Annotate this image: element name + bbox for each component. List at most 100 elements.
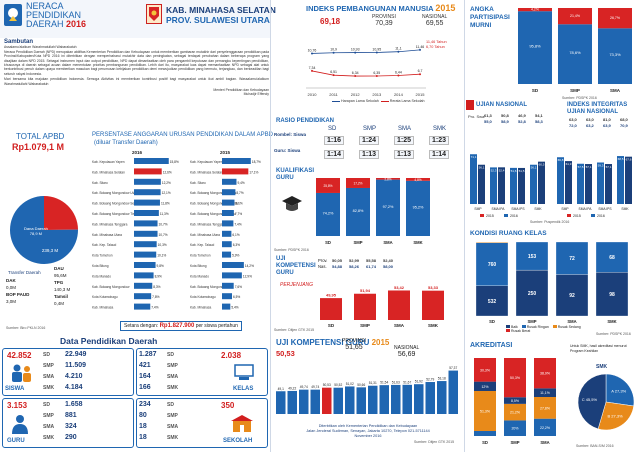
ipm-x-tick: 2011 (329, 92, 338, 97)
rasio-rombel-label: Rombel: Siswa (274, 132, 307, 137)
un-value-label: 56,1 (479, 166, 485, 170)
data-row-value: 80 (139, 412, 147, 419)
ukg-reference-value: 55,58 (366, 258, 377, 263)
un-value-label: 51,6 (511, 169, 517, 173)
ukg-kab-value: 49,74 (311, 385, 319, 389)
dau-value: 95,6M (54, 273, 67, 278)
legend-rls: Rerata Lama Sekolah (389, 99, 425, 103)
ukg-kab-bar (379, 385, 389, 414)
anggaran-value-2016: 8,3% (153, 285, 160, 289)
rasio-guru-value: 1:13 (394, 150, 415, 159)
anggaran-category: Kota Manado (92, 274, 111, 278)
siswa-label: SISWA (5, 386, 25, 392)
apm-remainder-label: 21,4% (570, 14, 580, 18)
kondisi-bar-segment (595, 272, 629, 317)
un-bar (518, 167, 525, 204)
integritas-value-label: 57,5 (578, 165, 584, 169)
kondisi-category: SMK (607, 319, 616, 324)
ukg-section: UJI KOMPETENSI GURU 2015 50,53 PROVINSI 5… (272, 336, 464, 452)
akreditasi-bar-segment (474, 431, 496, 436)
anggaran-category-2015: Kab. Minahasa Tenggara (190, 222, 226, 226)
apm-remainder-label: 26,7% (610, 16, 620, 20)
anggaran-category: Kota Bitung (92, 264, 109, 268)
sekolah-card: 234 SD 80 SMP 18 SMA 18 SMK 350 SEKOLAH (136, 398, 268, 448)
rasio-level: SMA (398, 126, 412, 132)
kelas-card: 1.287 SD 421 SMP 164 SMA 166 SMK 2.038 KELAS (136, 348, 268, 396)
tamsil-label: Tamsil (54, 294, 68, 299)
anggaran-value-2015: 8,7% (236, 191, 243, 195)
ukg-jenjang-bar (388, 290, 410, 320)
apm-section: ANGKA PARTISIPASI MURNI 95,8% 4,2% SD 78,6%… (466, 0, 640, 102)
ipm-local-value: 69,18 (320, 17, 341, 26)
anggaran-value-2016: 7,8% (152, 295, 159, 299)
ukg-chart: 49,1 49,22 49,74 49,74 50,53 50,52 51,02 50,66 5… (276, 366, 458, 414)
apbd-dana-label: Dana Daerah (24, 226, 48, 231)
un-bar (498, 167, 505, 204)
ipm-point (354, 51, 357, 54)
ipm-point (397, 74, 400, 77)
dau-label: DAU (54, 266, 64, 271)
kondisi-value: 760 (488, 262, 497, 268)
region-line2: PROV. SULAWESI UTARA (166, 15, 270, 25)
ukg-kab-bar (345, 386, 355, 414)
un-legend-2: 2016 (510, 214, 518, 218)
un-values-grid: 61,3 50,8 46,9 54,1 55,0 58,9 52,8 58,3 (484, 113, 552, 125)
ukg-prov-label: Prov. (318, 258, 328, 263)
kualifikasi-bar (406, 180, 430, 236)
integritas-value-label: 66,8 (558, 158, 564, 162)
anggaran-bar-2015 (222, 262, 244, 268)
ukg-kab-value: 49,74 (300, 385, 308, 389)
apbd-dana-value: 78,9 M (29, 231, 43, 236)
divider-right (464, 0, 465, 452)
anggaran-bar-2016 (134, 293, 152, 300)
un-bar (538, 161, 545, 204)
ipm-prov: PROVINSI 70,39 (372, 14, 396, 27)
data-row-level: SMK (167, 385, 179, 391)
anggaran-value-2016: 12,1% (162, 191, 171, 195)
data-row-value: 324 (65, 423, 77, 430)
anggaran-bar-2015 (222, 210, 234, 216)
ukg-kab-value: 51,02 (346, 382, 354, 386)
anggaran-col1: 2016 (132, 150, 143, 155)
anggaran-category: Kab. Minahasa Utara (92, 233, 122, 237)
integritas-values-grid: 63,0 63,0 81,0 68,0 72,0 63,2 63,9 70,9 (569, 117, 639, 129)
un-value-label: 60,5 (539, 163, 545, 167)
ipm-point (332, 51, 335, 54)
integritas-reference-value: 81,0 (603, 117, 611, 122)
ipm-nas-label: NASIONAL (422, 14, 448, 20)
ukg-kab-value: 49,22 (288, 386, 296, 390)
ukg-reference-value: 61,74 (366, 264, 377, 269)
ipm-point (332, 74, 335, 77)
ukg-kab-bar (276, 391, 286, 414)
sambutan-signature2: Muhadjir Effendy (243, 92, 269, 97)
apbd-label: TOTAL APBD (16, 132, 65, 141)
integritas-reference-value: 63,0 (586, 117, 594, 122)
ipm-point (311, 52, 313, 55)
integritas-legend-2: 2016 (597, 214, 605, 218)
integritas-title-l2: UJIAN NASIONAL (567, 109, 619, 115)
guru-rows: SD 1.658 SMP 881 SMA 324 SMK 290 (43, 401, 133, 447)
ipm-data-label: 6,35 (373, 71, 380, 75)
anggaran-bar-2015 (222, 199, 235, 206)
un-category: SMK (534, 207, 542, 211)
kondisi-legend-item: Rusak Ringan (521, 325, 549, 329)
integritas-value-label: 67,6 (626, 158, 632, 162)
regency-crest-icon (146, 4, 162, 24)
ukg-nas-value: 56,69 (397, 351, 416, 358)
sambutan-body: Neraca Pendidikan Daerah (NPD) merupakan… (4, 49, 269, 76)
ipm-data-label: 10,95 (372, 47, 381, 51)
anggaran-bar-2016 (134, 303, 151, 310)
ukg-reference-value: 58,00 (383, 264, 394, 269)
ukg-kab-bar (310, 389, 320, 414)
ukg-small-subtitle: PERJENJANG (280, 282, 314, 288)
un-legend-1: 2015 (486, 214, 494, 218)
data-row: 18 SMA (139, 423, 199, 430)
integritas-value-label: 59,3 (598, 163, 604, 167)
integritas-category: SMK (621, 207, 629, 211)
footer-line3: November 2016 (354, 434, 382, 438)
data-row: SMA 4.210 (43, 373, 133, 380)
apbd-transfer-value: 239,3 M (42, 248, 59, 253)
integritas-bar (577, 163, 584, 204)
anggaran-category: Kab. Bolaang Mongondow Timur (92, 212, 139, 216)
tamsil-row: Tamsil 0,4M (54, 293, 68, 307)
